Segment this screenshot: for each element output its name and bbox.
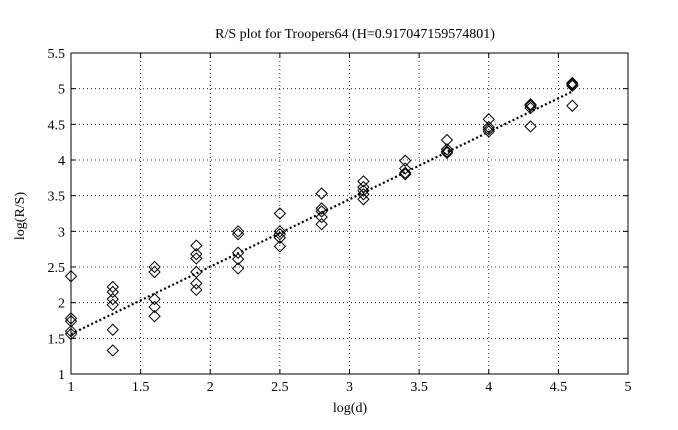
data-point-diamond	[524, 98, 537, 111]
data-point-diamond	[148, 310, 161, 323]
y-tick-label: 2.5	[48, 261, 66, 276]
x-tick-label: 3.5	[410, 380, 428, 395]
data-point-diamond	[273, 225, 287, 238]
data-point-diamond	[440, 146, 454, 160]
data-point-diamond	[398, 154, 412, 167]
data-point-diamond	[231, 262, 245, 275]
data-point-diamond	[190, 252, 203, 265]
data-point-diamond	[231, 227, 245, 241]
grid-lines	[71, 53, 628, 374]
data-point-diamond	[106, 285, 119, 299]
data-point-diamond	[524, 99, 537, 112]
data-point-diamond	[64, 315, 78, 328]
data-point-diamond	[64, 312, 78, 325]
data-point-diamond	[190, 277, 203, 290]
data-point-diamond	[440, 143, 454, 156]
data-point-diamond	[482, 113, 495, 126]
y-tick-label: 5.5	[48, 47, 66, 62]
y-tick-label: 4	[58, 154, 65, 169]
data-point-diamond	[148, 292, 161, 306]
data-point-diamond	[357, 193, 370, 206]
data-point-diamond	[315, 210, 328, 224]
y-tick-label: 3.5	[48, 190, 66, 205]
data-point-diamond	[398, 166, 412, 180]
data-point-diamond	[524, 120, 537, 133]
data-point-diamond	[566, 79, 579, 93]
data-point-diamond	[190, 247, 203, 261]
y-tick-label: 5	[58, 83, 65, 98]
y-tick-label: 4.5	[48, 118, 66, 133]
data-point-diamond	[231, 252, 245, 266]
data-point-diamond	[273, 231, 287, 244]
x-axis-label: log(d)	[333, 401, 368, 416]
fit-line	[70, 90, 573, 336]
data-point-diamond	[64, 327, 78, 341]
plot-area-frame	[70, 52, 629, 375]
data-point-diamond	[64, 270, 78, 283]
data-point-diamond	[106, 292, 119, 306]
data-point-diamond	[273, 240, 287, 253]
data-point-diamond	[231, 246, 245, 259]
x-tick-label: 4	[485, 380, 492, 395]
data-point-diamond	[315, 187, 328, 200]
x-tick-label: 2	[207, 380, 214, 395]
data-points	[64, 76, 579, 357]
data-point-diamond	[357, 188, 370, 201]
data-point-diamond	[398, 162, 412, 175]
y-axis-label: log(R/S)	[13, 192, 28, 241]
data-point-diamond	[231, 225, 245, 238]
x-tick-label: 5	[625, 380, 632, 395]
data-point-diamond	[566, 78, 579, 91]
data-point-diamond	[64, 324, 78, 338]
data-point-diamond	[106, 298, 119, 312]
data-point-diamond	[440, 145, 454, 158]
x-tick-label: 1.5	[132, 380, 150, 395]
x-tick-label: 2.5	[271, 380, 289, 395]
data-point-diamond	[566, 76, 579, 90]
data-point-diamond	[357, 184, 370, 197]
data-point-diamond	[190, 239, 203, 252]
y-tick-label: 1.5	[48, 332, 66, 347]
x-tick-label: 4.5	[550, 380, 568, 395]
y-tick-label: 2	[58, 297, 65, 312]
y-tick-labels: 1 1.5 2 2.5 3 3.5 4 4.5 5 5.5	[48, 47, 66, 383]
data-point-diamond	[190, 283, 203, 297]
data-point-diamond	[482, 125, 495, 138]
y-tick-label: 3	[58, 225, 65, 240]
data-point-diamond	[482, 120, 495, 134]
x-tick-label: 3	[346, 380, 353, 395]
data-point-diamond	[315, 205, 328, 218]
data-point-diamond	[357, 175, 370, 188]
x-tick-label: 1	[68, 380, 75, 395]
data-point-diamond	[106, 323, 119, 336]
data-point-diamond	[315, 217, 328, 231]
data-point-diamond	[482, 123, 495, 136]
y-tick-label: 1	[58, 368, 65, 383]
data-point-diamond	[398, 168, 412, 181]
data-point-diamond	[190, 265, 203, 279]
data-point-diamond	[148, 265, 161, 279]
data-point-diamond	[566, 99, 579, 112]
data-point-diamond	[524, 101, 537, 115]
x-tick-labels: 1 1.5 2 2.5 3 3.5 4 4.5 5	[68, 380, 632, 395]
chart-title: R/S plot for Troopers64 (H=0.91704715957…	[215, 27, 495, 42]
data-point-diamond	[315, 202, 328, 215]
data-point-diamond	[148, 260, 161, 274]
data-point-diamond	[273, 207, 287, 220]
data-point-diamond	[357, 180, 370, 194]
data-point-diamond	[106, 280, 119, 294]
data-point-diamond	[106, 344, 119, 357]
data-point-diamond	[148, 300, 161, 314]
data-point-diamond	[273, 227, 287, 241]
